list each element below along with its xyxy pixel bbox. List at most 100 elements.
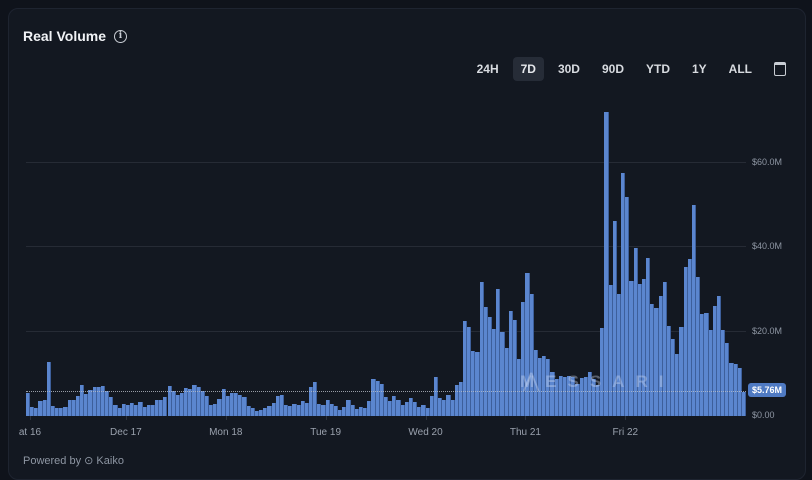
volume-bar[interactable]: [125, 405, 131, 416]
volume-bar[interactable]: [654, 307, 659, 416]
volume-bar[interactable]: [408, 398, 414, 416]
volume-bar[interactable]: [679, 326, 684, 416]
volume-bar[interactable]: [671, 338, 676, 416]
volume-bar[interactable]: [579, 378, 584, 416]
volume-bar[interactable]: [184, 387, 189, 416]
volume-bar[interactable]: [300, 400, 305, 416]
volume-bar[interactable]: [333, 406, 339, 416]
volume-bar[interactable]: [729, 363, 734, 416]
volume-bar[interactable]: [708, 330, 713, 416]
volume-bar[interactable]: [629, 280, 634, 416]
volume-bar[interactable]: [254, 411, 260, 416]
volume-bar[interactable]: [483, 306, 488, 416]
volume-bar[interactable]: [100, 385, 106, 416]
volume-bar[interactable]: [329, 403, 334, 416]
volume-bar[interactable]: [105, 390, 110, 416]
volume-bar[interactable]: [741, 391, 746, 416]
volume-bar[interactable]: [321, 405, 326, 416]
range-ytd-button[interactable]: YTD: [645, 62, 670, 76]
volume-bar[interactable]: [567, 375, 572, 416]
volume-bar[interactable]: [571, 377, 576, 416]
volume-bar[interactable]: [625, 197, 630, 416]
volume-bar[interactable]: [612, 221, 617, 416]
volume-bar[interactable]: [696, 276, 701, 416]
volume-bar[interactable]: [587, 372, 592, 416]
volume-bar[interactable]: [733, 363, 738, 416]
volume-bar[interactable]: [433, 377, 439, 416]
volume-bar[interactable]: [462, 320, 468, 416]
volume-bar[interactable]: [438, 397, 443, 416]
volume-bar[interactable]: [259, 410, 264, 416]
volume-bar[interactable]: [75, 395, 81, 416]
range-90d-button[interactable]: 90D: [601, 62, 624, 76]
volume-bar[interactable]: [92, 387, 97, 416]
volume-bar[interactable]: [304, 403, 309, 416]
volume-bar[interactable]: [529, 294, 534, 416]
volume-bar[interactable]: [721, 330, 726, 416]
volume-bar[interactable]: [633, 248, 638, 416]
volume-bar[interactable]: [109, 397, 114, 416]
volume-bar[interactable]: [542, 356, 547, 416]
volume-bar[interactable]: [367, 400, 372, 416]
volume-bar[interactable]: [558, 375, 563, 416]
volume-bar[interactable]: [492, 328, 497, 416]
volume-bar[interactable]: [533, 349, 538, 416]
volume-bar[interactable]: [554, 379, 559, 416]
volume-bar[interactable]: [616, 293, 622, 416]
volume-bar[interactable]: [429, 396, 434, 416]
volume-bar[interactable]: [279, 395, 285, 416]
range-7d-button[interactable]: 7D: [512, 57, 544, 81]
volume-bar[interactable]: [608, 285, 613, 416]
volume-bar[interactable]: [621, 172, 626, 416]
volume-bar[interactable]: [454, 384, 459, 416]
volume-bar[interactable]: [450, 399, 455, 416]
volume-bar[interactable]: [242, 397, 247, 416]
volume-bar[interactable]: [229, 393, 235, 416]
volume-bar[interactable]: [121, 404, 126, 416]
volume-bar[interactable]: [200, 390, 205, 416]
volume-bar[interactable]: [417, 407, 422, 416]
volume-bar[interactable]: [30, 406, 35, 416]
volume-bar[interactable]: [500, 332, 505, 416]
volume-bar[interactable]: [155, 400, 160, 416]
volume-bar[interactable]: [687, 259, 692, 416]
volume-bar[interactable]: [138, 401, 143, 416]
volume-bar[interactable]: [467, 326, 472, 416]
volume-bar[interactable]: [712, 306, 717, 416]
volume-bar[interactable]: [379, 383, 384, 416]
volume-bar[interactable]: [38, 401, 43, 416]
volume-bar[interactable]: [592, 378, 597, 416]
volume-bar[interactable]: [221, 388, 226, 416]
volume-bar[interactable]: [175, 395, 180, 416]
volume-bar[interactable]: [446, 394, 451, 416]
volume-bar[interactable]: [88, 389, 93, 416]
volume-bar[interactable]: [317, 404, 322, 416]
volume-bar[interactable]: [292, 404, 297, 416]
volume-bar[interactable]: [583, 376, 588, 416]
volume-bar[interactable]: [71, 399, 76, 416]
volume-bar[interactable]: [388, 401, 393, 416]
volume-bar[interactable]: [400, 405, 405, 416]
volume-bar[interactable]: [537, 357, 543, 416]
volume-bar[interactable]: [275, 395, 280, 416]
volume-bar[interactable]: [225, 396, 230, 416]
volume-bar[interactable]: [163, 397, 168, 416]
volume-bar[interactable]: [250, 408, 255, 416]
volume-bar[interactable]: [342, 406, 347, 416]
volume-bar[interactable]: [725, 343, 730, 416]
range-1y-button[interactable]: 1Y: [691, 62, 707, 76]
volume-bar[interactable]: [604, 112, 609, 416]
volume-bar[interactable]: [550, 371, 555, 416]
volume-bar[interactable]: [421, 405, 426, 416]
volume-bar[interactable]: [96, 386, 101, 416]
volume-bar[interactable]: [442, 399, 447, 416]
volume-bar[interactable]: [263, 407, 268, 416]
volume-bar[interactable]: [217, 398, 222, 416]
volume-bar[interactable]: [683, 267, 688, 416]
volume-bar[interactable]: [167, 386, 172, 416]
volume-bar[interactable]: [716, 295, 722, 416]
volume-bar[interactable]: [658, 295, 663, 416]
volume-bar[interactable]: [55, 407, 60, 416]
volume-bar[interactable]: [130, 402, 135, 416]
volume-bar[interactable]: [700, 313, 705, 416]
